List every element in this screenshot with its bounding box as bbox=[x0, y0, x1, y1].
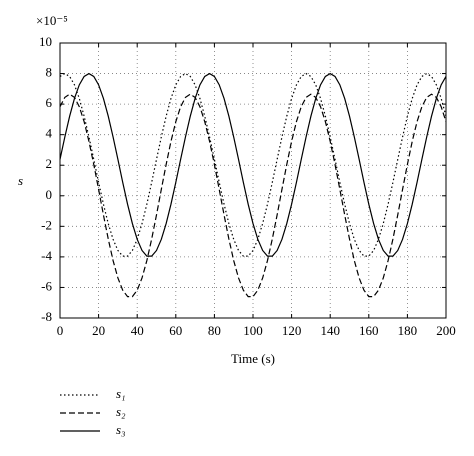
legend-label: s₁ bbox=[116, 386, 126, 401]
plot-frame bbox=[59, 42, 447, 319]
series-line bbox=[59, 72, 447, 257]
series-line bbox=[59, 72, 447, 257]
y-tick-label: 2 bbox=[46, 156, 53, 171]
x-tick-label: 120 bbox=[282, 323, 302, 338]
legend-label: s₂ bbox=[116, 404, 126, 419]
x-tick-label: 60 bbox=[169, 323, 182, 338]
axis-multiplier: ×10⁻⁵ bbox=[36, 13, 68, 28]
y-tick-label: -4 bbox=[41, 248, 52, 263]
x-tick-label: 200 bbox=[436, 323, 456, 338]
y-tick-label: 6 bbox=[46, 95, 53, 110]
x-tick-label: 40 bbox=[131, 323, 144, 338]
x-tick-label: 160 bbox=[359, 323, 379, 338]
x-axis-label: Time (s) bbox=[231, 351, 275, 366]
y-tick-label: 10 bbox=[39, 34, 52, 49]
y-tick-label: -8 bbox=[41, 309, 52, 324]
y-tick-label: -6 bbox=[41, 278, 52, 293]
y-tick-label: -2 bbox=[41, 217, 52, 232]
legend-label: s₃ bbox=[116, 422, 126, 437]
x-tick-label: 80 bbox=[208, 323, 221, 338]
x-tick-label: 180 bbox=[398, 323, 418, 338]
y-tick-label: 8 bbox=[46, 65, 53, 80]
x-tick-label: 140 bbox=[320, 323, 340, 338]
y-axis-label: s bbox=[18, 173, 23, 188]
y-tick-label: 0 bbox=[46, 187, 53, 202]
x-tick-label: 20 bbox=[92, 323, 105, 338]
y-tick-label: 4 bbox=[46, 126, 53, 141]
x-tick-label: 100 bbox=[243, 323, 263, 338]
x-tick-label: 0 bbox=[57, 323, 64, 338]
